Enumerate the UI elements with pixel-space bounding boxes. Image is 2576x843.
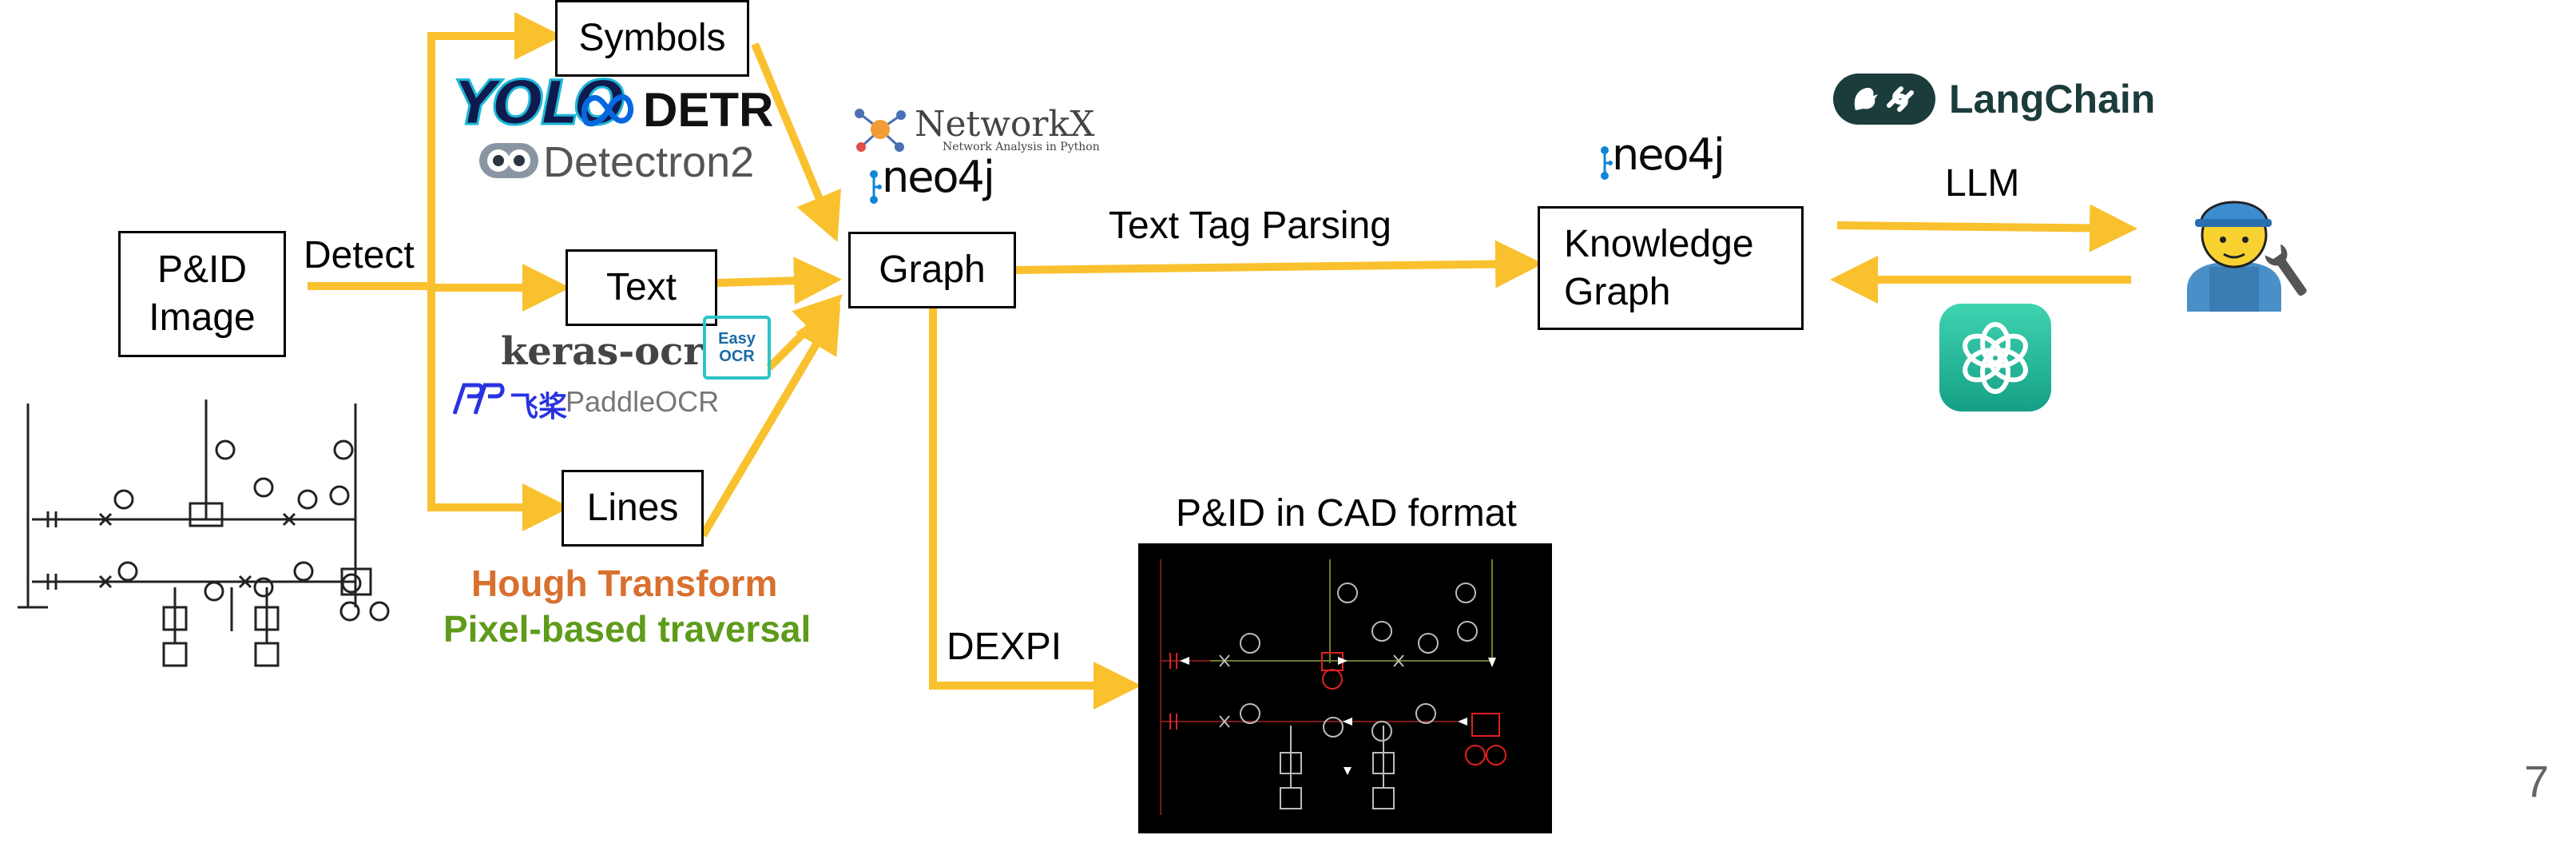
networkx-icon: [853, 105, 907, 155]
paddle-icon: [451, 382, 506, 417]
text-to-graph-arrow: [716, 256, 842, 305]
networkx-logo: NetworkX: [915, 104, 1095, 145]
chatgpt-icon: [1939, 304, 2051, 412]
text-node: Text: [566, 249, 717, 326]
easy-ocr-text: Easy OCR: [718, 330, 756, 365]
detr-logo: DETR: [643, 83, 774, 137]
lines-to-graph-arrow: [699, 303, 841, 538]
page-number: 7: [2524, 756, 2550, 806]
lines-node: Lines: [562, 470, 704, 547]
cad-image: [1138, 543, 1552, 833]
langchain-icon: [1833, 74, 1935, 125]
engineer-user-icon: [2163, 177, 2307, 312]
pixel-traversal-label: Pixel-based traversal: [443, 608, 812, 650]
knowledge-graph-node: Knowledge Graph: [1538, 206, 1804, 330]
text-tag-parsing-label: Text Tag Parsing: [1109, 205, 1391, 247]
symbols-node: Symbols: [555, 0, 749, 77]
detectron2-icon: [478, 140, 540, 181]
langchain-logo: LangChain: [1949, 77, 2156, 121]
keras-ocr-logo: keras-ocr: [501, 329, 704, 374]
llm-out-arrow: [1836, 204, 2137, 253]
cad-caption: P&ID in CAD format: [1176, 492, 1517, 535]
detect-label: Detect: [304, 234, 415, 276]
neo4j-icon-b: [1596, 144, 1613, 182]
easy-ocr-logo: Easy OCR: [703, 316, 771, 380]
graph-node: Graph: [848, 232, 1016, 308]
yolo-logo: YOLO: [452, 66, 626, 140]
dexpi-label: DEXPI: [947, 626, 1062, 668]
neo4j-logo-a: neo4j: [882, 152, 995, 202]
hough-transform-label: Hough Transform: [471, 563, 778, 604]
meta-icon: [581, 92, 636, 127]
text-tag-parsing-arrow: [1014, 240, 1543, 288]
neo4j-icon-a: [865, 168, 883, 206]
neo4j-logo-b: neo4j: [1612, 129, 1725, 180]
symbols-to-graph-arrow: [751, 42, 841, 242]
paddle-ocr-logo: PaddleOCR: [566, 385, 720, 418]
llm-label: LLM: [1945, 162, 2020, 205]
pid-image-node: P&ID Image: [118, 231, 286, 357]
detectron2-logo: Detectron2: [543, 138, 755, 186]
networkx-tagline: Network Analysis in Python: [943, 141, 1100, 153]
paddle-brand-logo: 飞桨: [510, 391, 568, 423]
